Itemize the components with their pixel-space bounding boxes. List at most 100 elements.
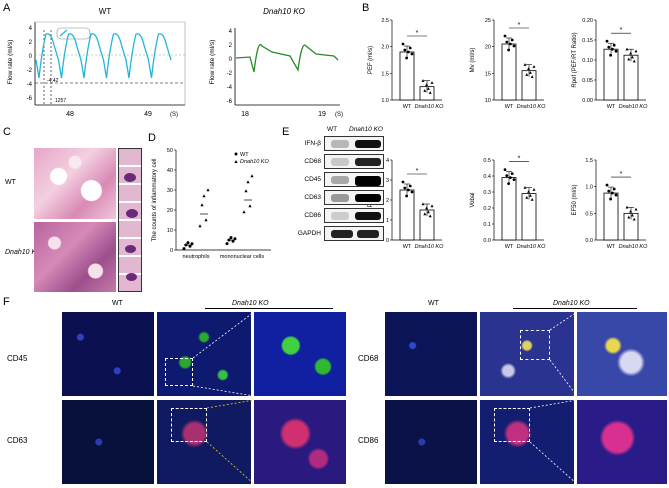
b-ytick: 0.00: [582, 98, 593, 104]
wb-row-label: IFN-β: [304, 140, 321, 147]
b-ylabel: Mv (ml/s): [470, 48, 476, 73]
b-triangle: [428, 91, 432, 94]
b-triangle: [428, 214, 432, 218]
b-ytick: 3: [386, 178, 389, 184]
b-dot: [607, 189, 611, 193]
if-image-cd63-zoom: [254, 400, 346, 484]
b-dot: [612, 187, 616, 191]
b-ylabel: EF50 (ml/s): [572, 184, 578, 215]
b-ytick: 0.5: [585, 211, 593, 217]
ko-ytick: -2: [227, 71, 233, 77]
wb-row-label: CD63: [304, 194, 321, 201]
b-xtick: Dnah10 KO: [619, 244, 648, 250]
d-triangle: [244, 189, 248, 193]
b-ytick: 1.0: [585, 185, 593, 191]
flow-chart-ko-title: Dnah10 KO: [263, 7, 305, 16]
b-triangle: [525, 73, 529, 76]
wb-row-label: CD68: [304, 158, 321, 165]
d-triangle: [202, 194, 206, 198]
b-dot: [408, 46, 412, 50]
b-ytick: 0.1: [483, 222, 491, 228]
b-dot: [512, 178, 516, 181]
b-dot: [403, 48, 407, 52]
b-xtick: WT: [403, 104, 412, 110]
d-dot: [233, 237, 237, 241]
if-image-cd86-ko: [480, 400, 574, 484]
b-xtick: Dnah10 KO: [619, 104, 648, 110]
b-dot: [405, 194, 408, 198]
histology-ko-image: [34, 222, 116, 292]
panel-label-c: C: [3, 126, 11, 138]
d-xtick: mononuclear cells: [220, 254, 265, 260]
b-dot: [605, 39, 609, 43]
b-triangle: [523, 186, 527, 189]
d-triangle: [200, 203, 204, 207]
panel-label-b: B: [362, 2, 370, 14]
d-ytick: 50: [167, 148, 173, 154]
b-ytick: 0.4: [483, 174, 491, 180]
b-bar-chart: 25 20 15 10 Mv (ml/s) * WT Dnah10 KO: [470, 18, 546, 110]
b-ytick: 1.5: [585, 158, 593, 164]
panel-label-d: D: [148, 132, 156, 144]
b-dot: [407, 188, 410, 192]
wt-ytick: -2: [27, 68, 33, 74]
d-dot: [182, 247, 186, 251]
b-dot: [401, 42, 405, 46]
b-triangle: [523, 63, 527, 66]
panel-f-immunofluorescence: WT Dnah10 KO WT Dnah10 KO CD45 CD63 CD68…: [0, 296, 669, 488]
d-triangle: [206, 188, 210, 192]
flow-chart-ko-ylabel: Flow rate (ml/s): [209, 40, 216, 85]
b-triangle: [632, 59, 636, 63]
b-dot: [405, 56, 408, 60]
b-dot: [605, 183, 609, 187]
b-ylabel: Vobal: [470, 192, 476, 207]
b-bar: [501, 43, 517, 101]
b-xtick: WT: [607, 104, 616, 110]
d-scatter: 50 40 30 20 10 0 The counts of inflammatory ce…: [152, 148, 271, 260]
b-dot: [612, 43, 616, 47]
wt-ytick: -6: [27, 96, 33, 102]
ko-flow-trace: [235, 43, 339, 73]
wt-ytick: 0: [29, 54, 33, 60]
wb-row-label: CD86: [304, 212, 321, 219]
b-xtick: Dnah10 KO: [517, 244, 546, 250]
ko-ytick: 0: [229, 57, 233, 63]
wb-row: GAPDH: [283, 226, 403, 243]
wt-annot-min: -4.42: [47, 78, 59, 84]
b-dot: [510, 172, 514, 175]
if-row-label-cd45: CD45: [7, 354, 28, 363]
wb-header-ko: Dnah10 KO: [349, 126, 383, 133]
b-triangle: [426, 87, 430, 90]
b-dot: [509, 176, 512, 179]
b-xtick: WT: [607, 244, 616, 250]
b-ytick: 1: [386, 218, 389, 224]
b-ytick: 20: [485, 45, 491, 51]
if-right-header-ko: Dnah10 KO: [553, 300, 590, 307]
b-ytick: 0: [386, 238, 389, 244]
if-row-label-cd63: CD63: [7, 436, 28, 445]
b-xtick: WT: [505, 104, 514, 110]
b-triangle: [630, 213, 634, 217]
ko-xtick: 18: [241, 111, 249, 118]
histology-row-label-ko: Dnah10 KO: [5, 249, 42, 256]
b-xtick: Dnah10 KO: [415, 104, 444, 110]
b-triangle: [532, 188, 536, 191]
d-dot: [186, 241, 190, 245]
d-triangle: [248, 204, 252, 208]
d-legend-ko: Dnah10 KO: [240, 159, 269, 165]
if-image-cd45-wt: [62, 312, 154, 396]
b-dot: [609, 53, 612, 57]
b-triangle: [625, 47, 629, 51]
d-triangle: [242, 210, 246, 214]
b-bar: [521, 193, 537, 241]
b-triangle: [627, 57, 631, 61]
d-dot: [229, 236, 233, 240]
b-xtick: Dnah10 KO: [415, 244, 444, 250]
b-ytick: 25: [485, 18, 491, 24]
b-bar: [603, 48, 619, 101]
wb-row-label: GAPDH: [297, 230, 321, 237]
b-dot: [401, 180, 405, 184]
if-image-cd45-zoom: [254, 312, 346, 396]
b-dot: [507, 182, 510, 185]
b-sig-mark: *: [518, 22, 521, 29]
